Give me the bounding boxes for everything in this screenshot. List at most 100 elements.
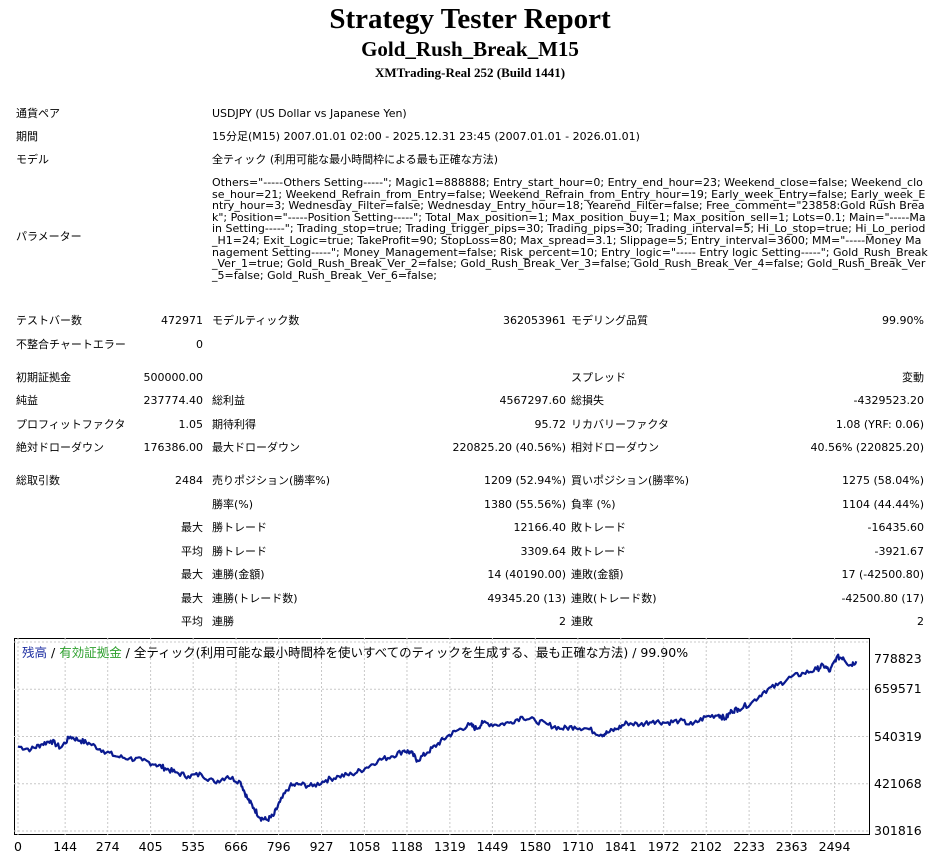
- deposit-value: 500000.00: [143, 371, 204, 384]
- y-tick-label: 301816: [874, 823, 922, 838]
- loss-rate-label: 負率 (%): [571, 498, 616, 511]
- legend-equity: 有効証拠金: [59, 645, 122, 660]
- bars-label: テストバー数: [16, 314, 82, 327]
- win-rate-value: 1380 (55.56%): [483, 498, 566, 511]
- x-tick-label: 796: [266, 839, 291, 854]
- x-tick-label: 405: [138, 839, 163, 854]
- total-trades-label: 総取引数: [16, 474, 60, 487]
- gross-loss-value: -4329523.20: [853, 394, 924, 407]
- quality-label: モデリング品質: [571, 314, 648, 327]
- x-tick-label: 1449: [476, 839, 509, 854]
- recovery-factor-value: 1.08 (YRF: 0.06): [835, 418, 924, 431]
- balance-chart: [14, 638, 870, 835]
- win-rate-label: 勝率(%): [212, 498, 254, 511]
- total-trades-value: 2484: [175, 474, 203, 487]
- symbol-label: 通貨ペア: [16, 107, 60, 120]
- params-label: パラメーター: [16, 230, 82, 243]
- mismatch-label: 不整合チャートエラー: [16, 338, 126, 351]
- consec-win-count-label: 連勝(トレード数): [212, 592, 298, 605]
- y-tick-label: 659571: [874, 681, 922, 697]
- avg-consec-win-label: 連勝: [212, 615, 234, 628]
- model-label: モデル: [16, 153, 49, 166]
- long-positions-value: 1275 (58.04%): [841, 474, 924, 487]
- x-tick-label: 927: [309, 839, 334, 854]
- x-tick-label: 1319: [433, 839, 466, 854]
- profit-factor-value: 1.05: [178, 418, 204, 431]
- x-tick-label: 1710: [561, 839, 594, 854]
- largest-loss-value: -16435.60: [867, 521, 924, 534]
- x-tick-label: 1841: [604, 839, 637, 854]
- x-tick-label: 1972: [647, 839, 680, 854]
- expected-payoff-label: 期待利得: [212, 418, 256, 431]
- rel-drawdown-label: 相対ドローダウン: [571, 441, 659, 454]
- avg-loss-label: 敗トレード: [571, 545, 626, 558]
- legend-balance: 残高: [22, 645, 48, 660]
- net-profit-value: 237774.40: [143, 394, 204, 407]
- largest-loss-label: 敗トレード: [571, 521, 626, 534]
- consec-loss-amount-value: 17 (-42500.80): [841, 568, 924, 581]
- avg-consec-loss-label: 連敗: [571, 615, 593, 628]
- consec-loss-count-label: 連敗(トレード数): [571, 592, 657, 605]
- gross-profit-label: 総利益: [212, 394, 245, 407]
- y-tick-label: 540319: [874, 728, 922, 744]
- gross-profit-value: 4567297.60: [499, 394, 566, 407]
- abs-drawdown-label: 絶対ドローダウン: [16, 441, 104, 454]
- y-tick-label: 421068: [874, 775, 922, 791]
- x-tick-label: 1058: [348, 839, 381, 854]
- x-tick-label: 2363: [775, 839, 808, 854]
- y-tick-label: 778823: [874, 651, 922, 666]
- consec-loss-amount-label: 連敗(金額): [571, 568, 624, 581]
- largest-win-value: 12166.40: [513, 521, 567, 534]
- x-tick-label: 535: [181, 839, 206, 854]
- legend-model: 全ティック(利用可能な最小時間枠を使いすべてのティックを生成する、最も正確な方法…: [133, 645, 689, 660]
- max-label: 最大: [181, 568, 203, 581]
- x-tick-label: 274: [95, 839, 120, 854]
- chart-legend: 残高 / 有効証拠金 / 全ティック(利用可能な最小時間枠を使いすべてのティック…: [22, 645, 688, 660]
- x-tick-label: 2494: [818, 839, 851, 854]
- recovery-factor-label: リカバリーファクタ: [571, 418, 669, 431]
- consec-loss-count-value: -42500.80 (17): [841, 592, 924, 605]
- x-tick-label: 1580: [519, 839, 552, 854]
- mismatch-value: 0: [196, 338, 203, 351]
- quality-value: 99.90%: [882, 314, 924, 327]
- max-drawdown-value: 220825.20 (40.56%): [452, 441, 566, 454]
- abs-drawdown-value: 176386.00: [143, 441, 204, 454]
- long-positions-label: 買いポジション(勝率%): [571, 474, 690, 487]
- deposit-label: 初期証拠金: [16, 371, 71, 384]
- period-label: 期間: [16, 130, 38, 143]
- legend-separator: /: [47, 645, 60, 660]
- model-value: 全ティック (利用可能な最小時間枠による最も正確な方法): [212, 153, 499, 166]
- x-tick-label: 1188: [391, 839, 423, 854]
- avg-consec-win-value: 2: [559, 615, 566, 628]
- net-profit-label: 純益: [16, 394, 38, 407]
- largest-win-label: 勝トレード: [212, 521, 267, 534]
- x-tick-label: 2233: [733, 839, 766, 854]
- short-positions-value: 1209 (52.94%): [483, 474, 566, 487]
- gross-loss-label: 総損失: [571, 394, 604, 407]
- rel-drawdown-value: 40.56% (220825.20): [810, 441, 924, 454]
- x-tick-label: 2102: [690, 839, 723, 854]
- avg-consec-loss-value: 2: [917, 615, 924, 628]
- max-drawdown-label: 最大ドローダウン: [212, 441, 300, 454]
- consec-win-amount-label: 連勝(金額): [212, 568, 265, 581]
- params-value: Others="-----Others Setting-----"; Magic…: [212, 176, 928, 282]
- spread-label: スプレッド: [571, 371, 626, 384]
- ticks-label: モデルティック数: [212, 314, 300, 327]
- avg-win-label: 勝トレード: [212, 545, 267, 558]
- avg-label: 平均: [181, 545, 203, 558]
- avg-win-value: 3309.64: [520, 545, 567, 558]
- expected-payoff-value: 95.72: [534, 418, 567, 431]
- max-label: 最大: [181, 592, 203, 605]
- balance-series-line: [17, 653, 858, 822]
- consec-win-amount-value: 14 (40190.00): [487, 568, 566, 581]
- ticks-value: 362053961: [503, 314, 566, 327]
- bars-value: 472971: [161, 314, 203, 327]
- legend-separator: /: [121, 645, 134, 660]
- x-tick-label: 666: [224, 839, 248, 854]
- short-positions-label: 売りポジション(勝率%): [212, 474, 331, 487]
- avg-label: 平均: [181, 615, 203, 628]
- period-value: 15分足(M15) 2007.01.01 02:00 - 2025.12.31 …: [212, 130, 640, 143]
- profit-factor-label: プロフィットファクタ: [16, 418, 126, 431]
- max-label: 最大: [181, 521, 203, 534]
- consec-win-count-value: 49345.20 (13): [487, 592, 566, 605]
